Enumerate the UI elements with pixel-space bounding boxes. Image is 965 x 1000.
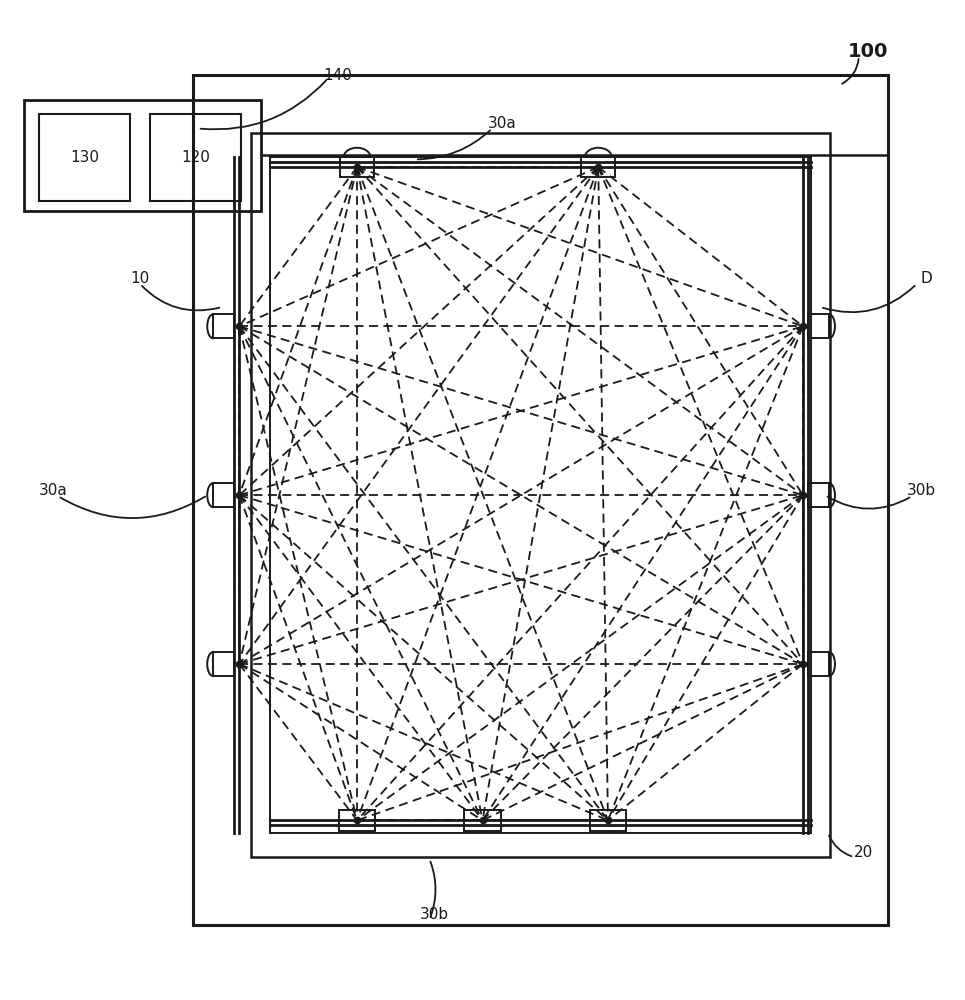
Bar bbox=[581, 157, 616, 177]
Text: 30b: 30b bbox=[907, 483, 936, 498]
Bar bbox=[339, 810, 375, 831]
Text: 100: 100 bbox=[848, 42, 889, 61]
Text: 120: 120 bbox=[181, 150, 210, 165]
Text: 30a: 30a bbox=[39, 483, 68, 498]
Bar bbox=[808, 483, 829, 507]
Text: 30a: 30a bbox=[487, 116, 516, 131]
Bar bbox=[193, 75, 888, 925]
Bar bbox=[808, 314, 829, 338]
Bar bbox=[251, 133, 830, 857]
Bar bbox=[213, 314, 234, 338]
Text: 130: 130 bbox=[70, 150, 99, 165]
Bar bbox=[24, 100, 261, 211]
Bar bbox=[808, 652, 829, 676]
Text: 140: 140 bbox=[323, 68, 352, 83]
Text: 10: 10 bbox=[130, 271, 150, 286]
Bar bbox=[270, 157, 811, 833]
Bar bbox=[39, 114, 130, 201]
Text: D: D bbox=[921, 271, 932, 286]
Bar bbox=[464, 810, 501, 831]
Bar bbox=[213, 652, 234, 676]
Bar bbox=[150, 114, 241, 201]
Bar bbox=[340, 157, 373, 177]
Bar bbox=[590, 810, 626, 831]
Text: 30b: 30b bbox=[420, 907, 449, 922]
Text: 20: 20 bbox=[854, 845, 873, 860]
Bar bbox=[213, 483, 234, 507]
